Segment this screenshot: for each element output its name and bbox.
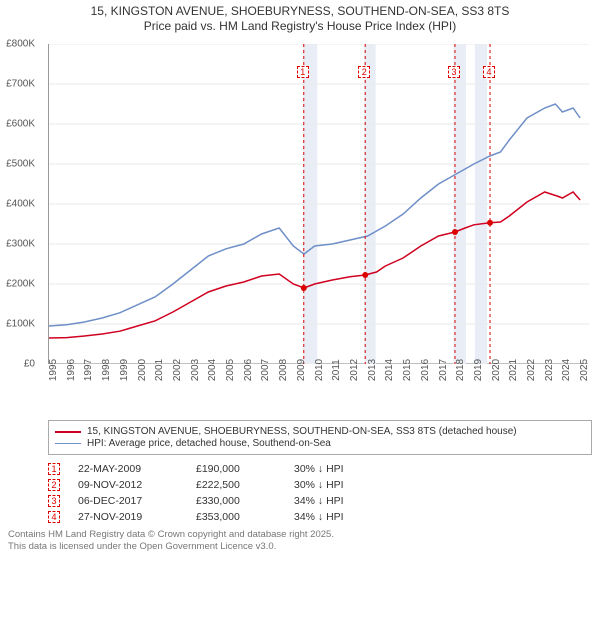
transaction-row: 1 22-MAY-2009 £190,000 30% ↓ HPI (48, 461, 592, 477)
legend-swatch (55, 431, 81, 433)
x-tick-label: 2025 (579, 359, 590, 381)
x-tick-label: 2002 (172, 359, 183, 381)
x-tick-label: 2022 (526, 359, 537, 381)
transaction-price: £353,000 (196, 511, 276, 523)
x-tick-label: 2012 (349, 359, 360, 381)
x-tick-label: 2016 (420, 359, 431, 381)
x-tick-label: 2000 (137, 359, 148, 381)
x-tick-label: 2018 (455, 359, 466, 381)
footer-line-1: Contains HM Land Registry data © Crown c… (8, 529, 592, 541)
x-tick-label: 2007 (260, 359, 271, 381)
y-tick-label: £500K (6, 159, 35, 170)
x-tick-label: 2001 (154, 359, 165, 381)
legend: 15, KINGSTON AVENUE, SHOEBURYNESS, SOUTH… (48, 420, 592, 455)
legend-swatch (55, 443, 81, 444)
x-tick-label: 2011 (331, 359, 342, 381)
chart-title: 15, KINGSTON AVENUE, SHOEBURYNESS, SOUTH… (0, 0, 600, 36)
x-tick-label: 1997 (83, 359, 94, 381)
transaction-delta: 34% ↓ HPI (294, 511, 384, 523)
x-tick-label: 2005 (225, 359, 236, 381)
x-tick-label: 2014 (384, 359, 395, 381)
footer-line-2: This data is licensed under the Open Gov… (8, 541, 592, 553)
title-line-1: 15, KINGSTON AVENUE, SHOEBURYNESS, SOUTH… (0, 4, 600, 19)
y-tick-label: £600K (6, 119, 35, 130)
footer-attribution: Contains HM Land Registry data © Crown c… (8, 529, 592, 554)
transaction-marker: 3 (448, 66, 460, 78)
transaction-delta: 30% ↓ HPI (294, 463, 384, 475)
transaction-date: 06-DEC-2017 (78, 495, 178, 507)
x-tick-label: 1995 (48, 359, 59, 381)
x-tick-label: 2017 (438, 359, 449, 381)
x-tick-label: 2004 (207, 359, 218, 381)
transaction-index: 3 (48, 495, 60, 507)
transaction-price: £330,000 (196, 495, 276, 507)
x-tick-label: 2008 (278, 359, 289, 381)
x-tick-label: 1998 (101, 359, 112, 381)
y-tick-label: £400K (6, 199, 35, 210)
transaction-date: 09-NOV-2012 (78, 479, 178, 491)
x-tick-label: 2024 (561, 359, 572, 381)
transaction-marker: 4 (483, 66, 495, 78)
x-tick-label: 2010 (314, 359, 325, 381)
legend-label: 15, KINGSTON AVENUE, SHOEBURYNESS, SOUTH… (87, 426, 517, 437)
transaction-date: 22-MAY-2009 (78, 463, 178, 475)
chart-area: £0 £100K £200K £300K £400K £500K £600K £700K £80… (0, 36, 600, 416)
x-tick-label: 2021 (508, 359, 519, 381)
transaction-date: 27-NOV-2019 (78, 511, 178, 523)
x-tick-label: 2006 (243, 359, 254, 381)
x-tick-label: 1996 (66, 359, 77, 381)
x-tick-label: 1999 (119, 359, 130, 381)
y-tick-label: £300K (6, 239, 35, 250)
x-tick-label: 2023 (544, 359, 555, 381)
transaction-row: 3 06-DEC-2017 £330,000 34% ↓ HPI (48, 493, 592, 509)
transaction-index: 4 (48, 511, 60, 523)
y-tick-label: £700K (6, 79, 35, 90)
y-tick-label: £100K (6, 319, 35, 330)
x-tick-label: 2020 (491, 359, 502, 381)
transaction-row: 2 09-NOV-2012 £222,500 30% ↓ HPI (48, 477, 592, 493)
y-tick-label: £0 (24, 359, 35, 370)
transaction-index: 2 (48, 479, 60, 491)
transaction-row: 4 27-NOV-2019 £353,000 34% ↓ HPI (48, 509, 592, 525)
legend-item-hpi: HPI: Average price, detached house, Sout… (55, 438, 585, 449)
x-tick-label: 2003 (190, 359, 201, 381)
transactions-table: 1 22-MAY-2009 £190,000 30% ↓ HPI 2 09-NOV-201… (48, 461, 592, 525)
y-tick-label: £200K (6, 279, 35, 290)
plot-region (48, 44, 588, 364)
transaction-marker: 2 (358, 66, 370, 78)
x-tick-label: 2019 (473, 359, 484, 381)
y-tick-label: £800K (6, 39, 35, 50)
transaction-index: 1 (48, 463, 60, 475)
plot-svg (49, 44, 589, 364)
transaction-marker: 1 (297, 66, 309, 78)
transaction-delta: 34% ↓ HPI (294, 495, 384, 507)
x-tick-label: 2013 (367, 359, 378, 381)
legend-item-property: 15, KINGSTON AVENUE, SHOEBURYNESS, SOUTH… (55, 426, 585, 437)
x-tick-label: 2009 (296, 359, 307, 381)
legend-label: HPI: Average price, detached house, Sout… (87, 438, 331, 449)
transaction-price: £222,500 (196, 479, 276, 491)
transaction-delta: 30% ↓ HPI (294, 479, 384, 491)
transaction-price: £190,000 (196, 463, 276, 475)
x-tick-label: 2015 (402, 359, 413, 381)
title-line-2: Price paid vs. HM Land Registry's House … (0, 19, 600, 34)
